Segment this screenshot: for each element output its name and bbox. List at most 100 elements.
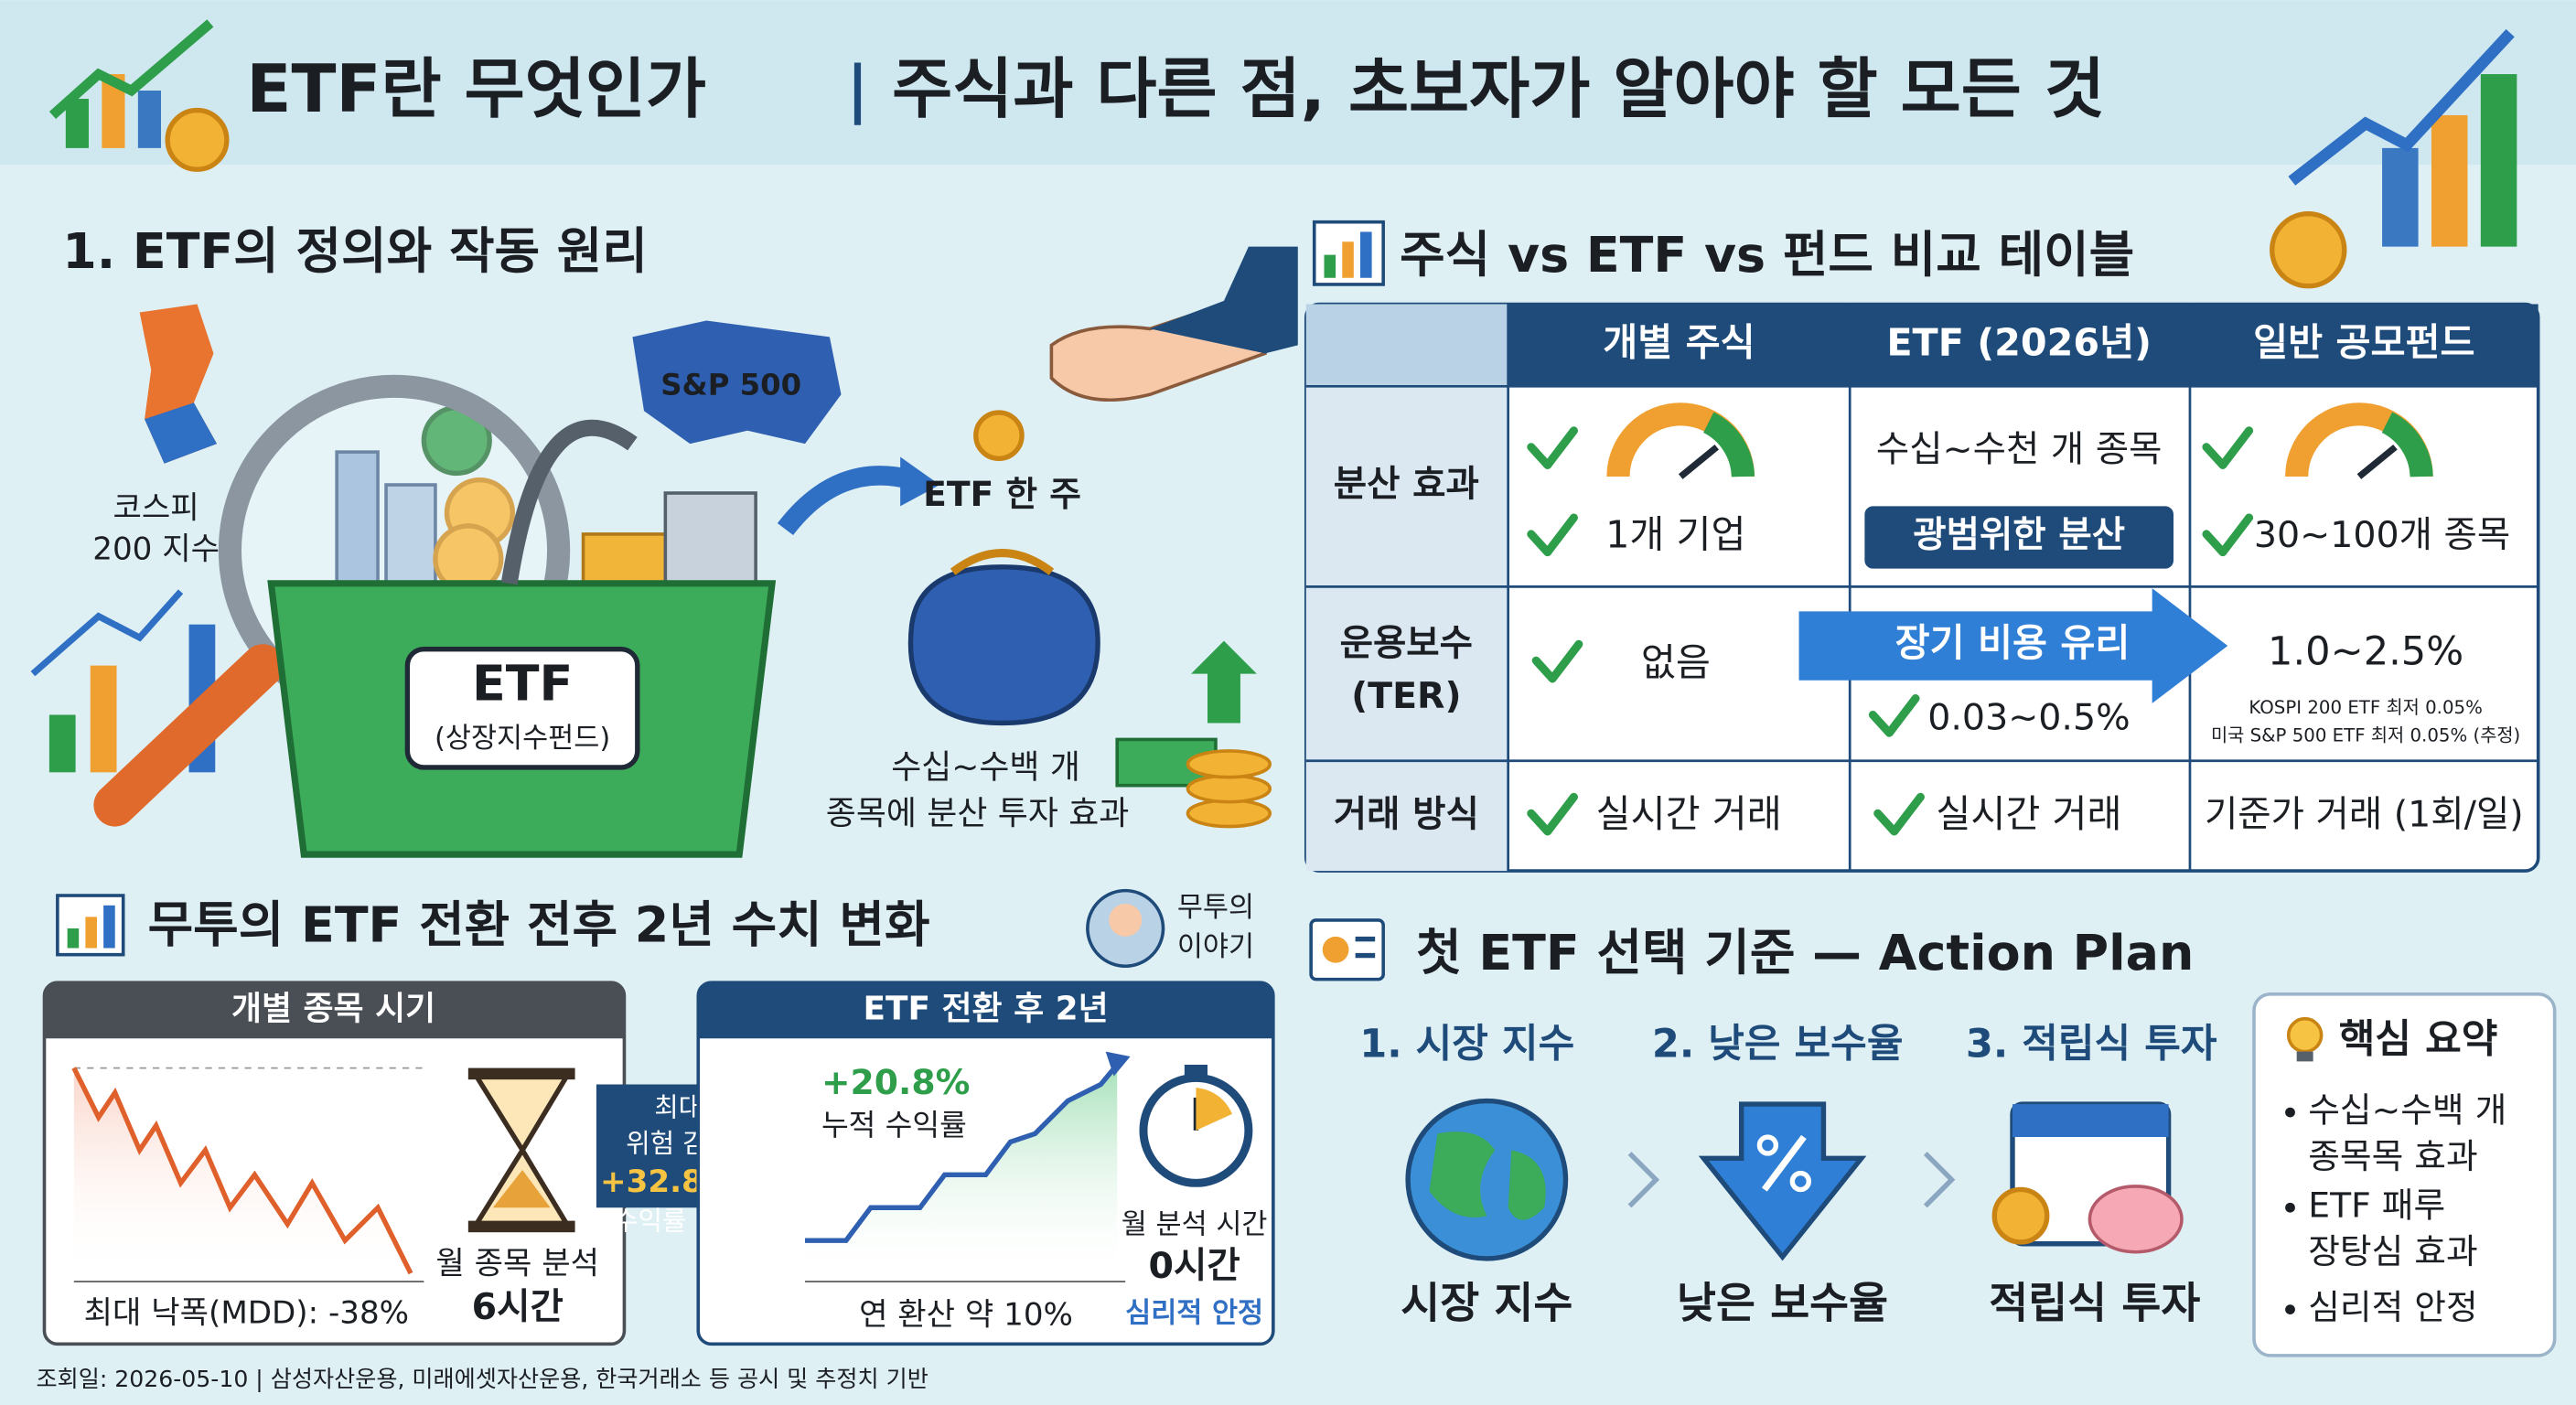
cell: 0.03~0.5% <box>1927 696 2130 738</box>
cost-arrow <box>1798 588 2228 703</box>
hand <box>973 246 1298 461</box>
row-label: 거래 방식 <box>1334 793 1479 835</box>
korea-map-south <box>145 402 218 464</box>
column-header: 일반 공모펀드 <box>2253 320 2474 364</box>
summary-item: 심리적 안정 <box>2308 1287 2477 1327</box>
table-header <box>1508 304 2538 387</box>
gauge <box>1702 412 1755 477</box>
basket-contents <box>663 491 757 585</box>
step-chevron <box>1627 1152 1660 1208</box>
step-label: 적립식 투자 <box>1989 1280 2200 1329</box>
calendar <box>1991 1101 2184 1254</box>
check <box>1531 639 1583 683</box>
stopwatch <box>1184 1065 1208 1078</box>
return-value: +20.8% <box>821 1062 970 1102</box>
gauge <box>1606 402 1755 479</box>
footer: 조회일: 2026-05-10 | 삼성자산운용, 미래에셋자산운용, 한국거래… <box>37 1366 928 1392</box>
header-icon-left <box>137 91 161 148</box>
header-icon-right <box>2288 28 2515 186</box>
purse <box>907 564 1100 726</box>
row-label: 분산 효과 <box>1334 463 1479 505</box>
section-icon <box>85 917 97 949</box>
money-stack <box>1115 640 1272 829</box>
globe <box>1508 1150 1546 1220</box>
gauge <box>2285 402 2433 479</box>
money-stack <box>1186 774 1272 804</box>
growth-line <box>805 1063 1120 1243</box>
cell: 기준가 거래 (1회/일) <box>2205 793 2524 835</box>
section-icon <box>67 928 80 949</box>
basket-contents <box>384 483 437 585</box>
drawdown-line <box>71 1067 413 1275</box>
stopwatch <box>1196 1088 1232 1131</box>
section-icon <box>1342 241 1354 278</box>
us-map <box>632 320 842 445</box>
etf-label: ETF <box>472 655 573 713</box>
cell: 30~100개 종목 <box>2254 514 2510 556</box>
basket-contents <box>581 532 676 585</box>
header-band <box>0 0 2576 165</box>
cell-note: KOSPI 200 ETF 최저 0.05% <box>2249 697 2482 718</box>
section-icon <box>1312 220 1385 286</box>
kospi-label: 200 지수 <box>92 531 220 567</box>
etf-sublabel: (상장지수펀드) <box>435 723 610 755</box>
after-header-bg <box>698 982 1273 1039</box>
step-heading: 1. 시장 지수 <box>1359 1022 1574 1067</box>
calendar <box>2088 1185 2184 1254</box>
calendar <box>1991 1186 2050 1245</box>
analysis-label: 월 분석 시간 <box>1122 1209 1268 1241</box>
panel-header: ETF 전환 후 2년 <box>863 991 1108 1028</box>
section-title: 무투의 ETF 전환 전후 2년 수치 변화 <box>148 896 930 954</box>
section-icon <box>1360 231 1372 278</box>
kospi-label: 코스피 <box>113 489 199 526</box>
bullet <box>2285 1202 2295 1213</box>
hourglass <box>467 1067 575 1080</box>
flow-arrow-head <box>900 456 940 507</box>
hand <box>973 410 1025 461</box>
hourglass <box>492 1169 551 1208</box>
mdd-label: 최대 낙폭(MDD): -38% <box>84 1294 409 1331</box>
money-stack <box>1186 749 1272 779</box>
hourglass <box>467 1067 575 1233</box>
table-lines <box>1305 304 2538 872</box>
down-arrow <box>1698 1101 1867 1261</box>
sp500-label: S&P 500 <box>660 367 801 402</box>
cell: 수십~수천 개 종목 <box>1876 429 2163 471</box>
section-icon <box>1324 254 1336 278</box>
flow-arrow <box>777 466 915 536</box>
column-header: ETF (2026년) <box>1886 320 2152 364</box>
before-header-bg <box>44 982 625 1039</box>
step-heading: 3. 적립식 투자 <box>1966 1022 2217 1067</box>
basket-handle <box>500 419 638 585</box>
money-stack <box>1186 799 1272 829</box>
row-label: 운용보수 <box>1340 623 1473 665</box>
section-title: 첫 ETF 선택 기준 — Action Plan <box>1416 924 2194 981</box>
row-label-column <box>1305 386 1508 872</box>
header-icon-left <box>48 19 230 172</box>
summary-item: 장탕심 효과 <box>2308 1231 2477 1271</box>
section-title: 주식 vs ETF vs 펀드 비교 테이블 <box>1400 226 2134 284</box>
header-icon-left <box>65 99 89 148</box>
header-icon-right <box>2382 147 2419 247</box>
check <box>2202 513 2254 557</box>
analysis-label: 월 종목 분석 <box>435 1246 599 1282</box>
percent-icon <box>1756 1134 1779 1156</box>
basket-contents <box>335 404 757 595</box>
avatar-face <box>1109 904 1143 937</box>
gauge <box>2381 412 2433 477</box>
bulb <box>2286 1016 2324 1062</box>
header-icon-right <box>2431 114 2468 247</box>
hand <box>1150 246 1298 354</box>
change-label: 최대 <box>654 1091 703 1122</box>
section-icon <box>1355 936 1376 942</box>
section-title: 1. ETF의 정의와 작동 원리 <box>62 222 648 280</box>
summary-item: 수십~수백 개 <box>2308 1090 2506 1131</box>
section-icon <box>1355 952 1376 959</box>
check <box>1527 513 1578 557</box>
side-chart <box>30 589 184 677</box>
step-label: 낮은 보수율 <box>1677 1280 1888 1329</box>
side-chart <box>90 665 117 773</box>
bulb <box>2296 1051 2313 1062</box>
check <box>2202 426 2254 469</box>
